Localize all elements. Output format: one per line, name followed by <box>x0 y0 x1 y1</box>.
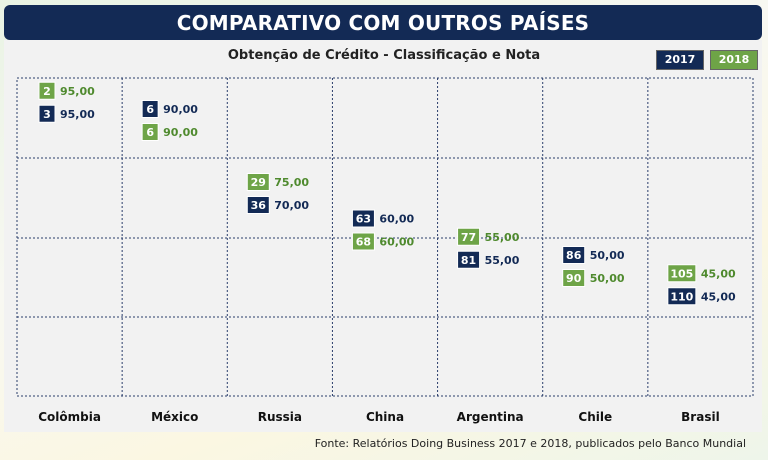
rank-marker-2017 <box>457 250 481 269</box>
rank-label-2017: 63 <box>356 213 371 226</box>
rank-marker-2017 <box>141 100 159 118</box>
rank-marker-2018 <box>667 264 697 283</box>
rank-marker-2017 <box>667 287 697 306</box>
rank-label-2017: 36 <box>251 199 267 212</box>
source-note: Fonte: Relatórios Doing Business 2017 e … <box>314 437 746 450</box>
category-label: Brasil <box>681 410 720 424</box>
rank-marker-2018 <box>38 81 56 100</box>
score-label-2018: 55,00 <box>485 231 520 244</box>
category-label: Russia <box>258 410 302 424</box>
rank-marker-2018 <box>351 232 375 251</box>
score-label-2018: 90,00 <box>163 126 198 139</box>
rank-label-2018: 105 <box>670 267 693 280</box>
score-label-2017: 95,00 <box>60 108 95 121</box>
score-label-2018: 95,00 <box>60 85 95 98</box>
score-label-2017: 45,00 <box>701 290 736 303</box>
rank-label-2018: 68 <box>356 236 371 249</box>
score-label-2018: 75,00 <box>274 176 309 189</box>
legend-2018: 2018 <box>710 50 758 70</box>
page-title: COMPARATIVO COM OUTROS PAÍSES <box>4 5 762 40</box>
rank-marker-2018 <box>141 123 159 141</box>
rank-label-2018: 90 <box>566 272 582 285</box>
rank-marker-2017 <box>351 209 375 228</box>
score-label-2018: 60,00 <box>379 236 414 249</box>
rank-marker-2018 <box>562 269 586 287</box>
score-label-2017: 60,00 <box>379 213 414 226</box>
chart-title: Obtenção de Crédito - Classificação e No… <box>227 48 541 63</box>
score-label-2017: 50,00 <box>590 249 625 262</box>
rank-marker-2017 <box>38 104 56 123</box>
category-label: Argentina <box>457 410 524 424</box>
rank-label-2018: 29 <box>251 176 266 189</box>
score-label-2017: 70,00 <box>274 199 309 212</box>
rank-label-2017: 86 <box>566 249 582 262</box>
rank-marker-2017 <box>246 196 270 214</box>
category-label: Chile <box>578 410 612 424</box>
score-label-2017: 90,00 <box>163 103 198 116</box>
rank-label-2018: 2 <box>43 85 51 98</box>
score-label-2018: 45,00 <box>701 267 736 280</box>
grid-border <box>16 77 754 397</box>
score-label-2018: 50,00 <box>590 272 625 285</box>
rank-label-2017: 6 <box>146 103 154 116</box>
rank-label-2017: 81 <box>461 254 476 267</box>
rank-label-2017: 110 <box>670 290 693 303</box>
category-label: Colômbia <box>38 410 101 424</box>
rank-marker-2018 <box>246 173 270 191</box>
rank-label-2018: 77 <box>461 231 476 244</box>
category-label: México <box>151 410 198 424</box>
chart-panel <box>4 40 762 432</box>
rank-label-2017: 3 <box>43 108 51 121</box>
score-label-2017: 55,00 <box>485 254 520 267</box>
category-label: China <box>366 410 404 424</box>
rank-label-2018: 6 <box>146 126 154 139</box>
rank-marker-2017 <box>562 246 586 264</box>
legend-2017: 2017 <box>656 50 704 70</box>
rank-marker-2018 <box>457 227 481 246</box>
